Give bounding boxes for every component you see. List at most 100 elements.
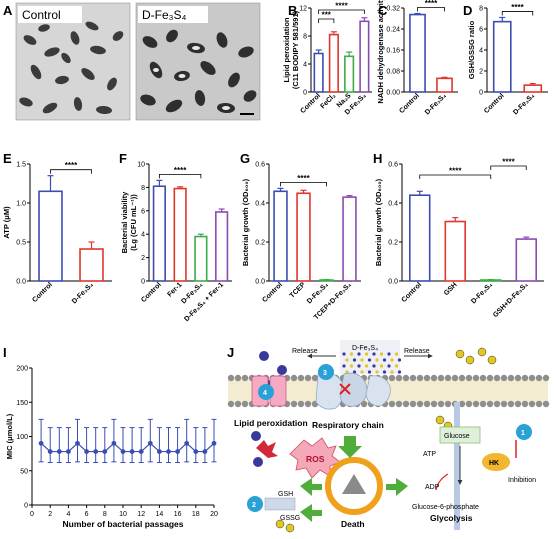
y-tick-label: 1.5 <box>16 162 26 169</box>
y-axis-label: GSH/GSSG ratio <box>467 20 476 79</box>
panel-label-f: F <box>119 151 127 166</box>
lipid-head <box>409 374 417 382</box>
y-tick-label: 0.2 <box>388 240 398 247</box>
fe-ion <box>259 351 269 361</box>
gssg-label: GSSG <box>280 515 300 522</box>
x-axis-label: Number of bacterial passages <box>63 519 184 529</box>
significance-label: **** <box>65 161 78 170</box>
category-label: Control <box>483 92 506 115</box>
lipid-head <box>458 374 466 382</box>
data-point <box>129 449 135 454</box>
significance-bracket <box>417 7 445 12</box>
data-point <box>157 449 162 454</box>
significance-bracket <box>318 18 335 23</box>
lipid-head <box>535 400 543 408</box>
lipid-head <box>465 400 473 408</box>
x-tick-label: 12 <box>137 511 145 518</box>
category-label: FeCl₂ <box>319 92 337 110</box>
x-tick-label: 4 <box>66 511 70 518</box>
data-point <box>66 449 71 454</box>
lipid-head <box>521 400 529 408</box>
s-ion <box>477 347 487 357</box>
s-ion <box>285 523 295 533</box>
bar <box>342 196 357 282</box>
y-tick-label: 50 <box>20 468 28 475</box>
micrograph-dfe3s4-label: D-Fe₃S₄ <box>142 8 187 22</box>
y-tick-label: 4 <box>479 48 483 55</box>
y-tick-label: 0.6 <box>388 162 398 169</box>
panel-label-i: I <box>3 345 7 360</box>
significance-bracket <box>490 165 527 170</box>
lipid-head <box>451 374 459 382</box>
y-axis-label: NADH dehydrogenase activity <box>376 0 385 104</box>
adp-label: ADP <box>425 484 440 491</box>
lipid-head <box>416 374 424 382</box>
bar <box>296 192 311 282</box>
arrow-right-icon <box>300 478 322 496</box>
lipid-head <box>444 374 452 382</box>
category-label: D-Fe₃S₄ <box>512 92 536 116</box>
y-tick-label: 0.24 <box>386 27 400 34</box>
bar <box>515 238 537 282</box>
lipid-head <box>465 374 473 382</box>
y-tick-label: 6 <box>141 208 145 215</box>
death-label: Death <box>341 519 365 529</box>
y-tick-label: 0 <box>479 90 483 97</box>
significance-label: **** <box>449 167 462 176</box>
lipid-head <box>437 374 445 382</box>
lattice-atom <box>342 364 346 368</box>
g6p-label: Glucose-6-phosphate <box>412 504 479 511</box>
significance-label: *** <box>322 11 332 20</box>
lattice-atom <box>352 370 357 374</box>
s-ion <box>465 355 475 365</box>
y-axis-label-2: (C11 BODIPY 581/591) <box>291 10 300 89</box>
lipid-head <box>528 400 536 408</box>
lattice-atom <box>382 358 387 362</box>
y-tick-label: 1.0 <box>16 201 26 208</box>
lipid-head <box>423 374 431 382</box>
lipid-head <box>430 400 438 408</box>
lipid-head <box>402 400 410 408</box>
s-ion <box>275 519 285 529</box>
step-3-label: 3 <box>323 370 327 377</box>
significance-bracket <box>50 169 92 174</box>
bar <box>328 33 339 93</box>
significance-bracket <box>419 174 492 179</box>
y-axis-label: Lipid peroxidation <box>282 17 291 82</box>
lipid-head <box>304 374 312 382</box>
lattice-atom <box>364 352 369 356</box>
x-tick-label: 6 <box>85 511 89 518</box>
release-right-label: Release <box>404 348 430 355</box>
y-tick-label: 2 <box>479 69 483 76</box>
lipid-head <box>472 400 480 408</box>
bar <box>313 52 324 93</box>
bar <box>173 187 187 282</box>
hk-enzyme <box>482 453 510 471</box>
y-tick-label: 0.0 <box>255 279 265 286</box>
lattice-atom <box>394 352 399 356</box>
lipid-head <box>388 374 396 382</box>
data-point <box>102 449 108 454</box>
panel-label-a: A <box>3 3 13 18</box>
fe-ion <box>251 431 261 441</box>
data-point <box>193 449 199 454</box>
lipid-head <box>395 400 403 408</box>
block-cross-icon <box>339 383 351 395</box>
bar <box>359 20 370 93</box>
y-tick-label: 0.0 <box>388 279 398 286</box>
transporter <box>454 402 460 530</box>
bar <box>79 248 104 282</box>
data-point <box>211 440 217 446</box>
data-point <box>47 449 53 454</box>
arrow-left-icon <box>386 478 408 496</box>
glucose-label: Glucose <box>444 433 470 440</box>
y-tick-label: 0 <box>141 279 145 286</box>
chart-e: 0.0 0.5 1.0 1.5 ATP (μM) Control D-Fe₃S₄ **** <box>2 161 112 305</box>
damage-icon <box>256 440 278 458</box>
dfe3s4-lattice: D-Fe₃S₄ <box>340 340 402 374</box>
category-label: Fer-1 <box>166 281 183 298</box>
lattice-atom <box>387 352 391 356</box>
lattice-atom <box>390 370 394 374</box>
